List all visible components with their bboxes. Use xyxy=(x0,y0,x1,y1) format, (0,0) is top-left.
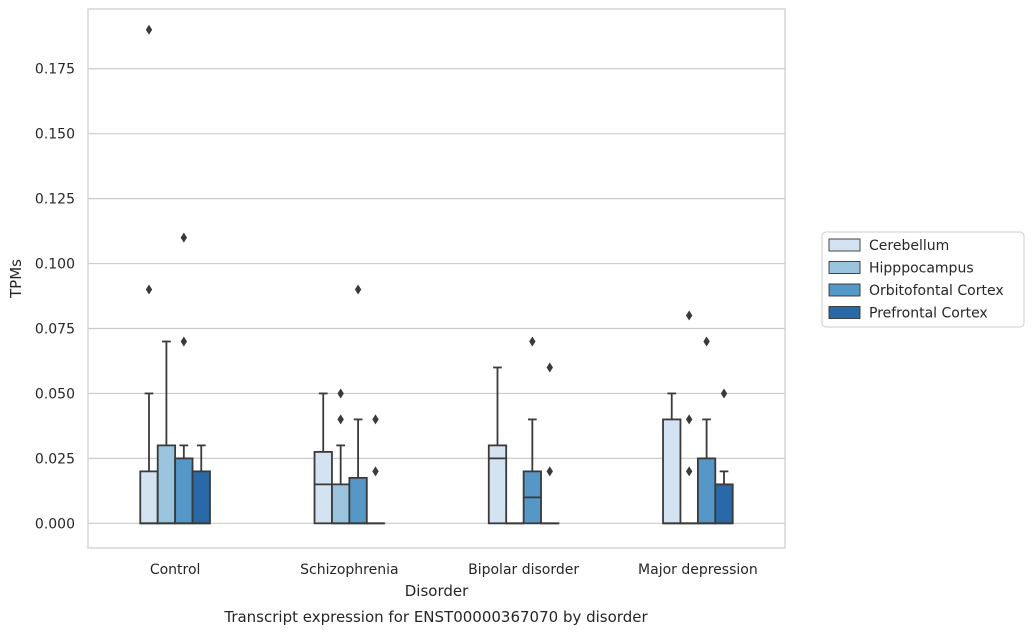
legend-label: Hipppocampus xyxy=(869,261,974,277)
outlier-marker xyxy=(354,284,362,295)
outlier-marker xyxy=(145,284,153,295)
legend-swatch xyxy=(828,261,861,274)
box xyxy=(331,483,351,525)
legend-swatch xyxy=(828,238,861,252)
legend-label: Cerebellum xyxy=(869,238,949,254)
box xyxy=(714,483,734,525)
outlier-marker xyxy=(685,466,693,477)
y-tick-label: 0.075 xyxy=(35,322,75,338)
plot-frame xyxy=(87,8,786,549)
outlier-marker xyxy=(372,414,379,425)
x-tick-label: Bipolar disorder xyxy=(468,562,579,578)
box xyxy=(174,457,194,525)
outlier-marker xyxy=(180,336,188,347)
legend-label: Prefrontal Cortex xyxy=(869,306,988,322)
outlier-marker xyxy=(145,24,153,35)
outlier-marker xyxy=(529,336,536,347)
outlier-marker xyxy=(703,336,710,347)
x-tick-label: Control xyxy=(150,562,201,578)
box xyxy=(348,476,368,525)
outlier-marker xyxy=(372,466,379,477)
outlier-marker xyxy=(546,466,553,477)
box xyxy=(139,470,159,525)
outlier-marker xyxy=(337,414,344,425)
box xyxy=(191,470,211,525)
boxes xyxy=(139,24,734,525)
y-axis-ticks: 0.000 0.025 0.050 0.075 0.100 0.125 0.150 0.175 xyxy=(35,62,75,533)
y-tick-label: 0.150 xyxy=(35,127,75,143)
outlier-marker xyxy=(720,388,728,399)
outlier-marker xyxy=(685,310,693,321)
box xyxy=(156,444,177,525)
box xyxy=(487,444,508,525)
outlier-marker xyxy=(337,388,344,399)
y-tick-label: 0.050 xyxy=(35,386,75,402)
box xyxy=(696,457,717,525)
y-tick-label: 0.000 xyxy=(35,516,75,532)
x-tick-label: Major depression xyxy=(638,562,758,578)
y-tick-label: 0.025 xyxy=(35,451,75,467)
gridlines xyxy=(88,68,785,524)
legend-frame xyxy=(821,231,1025,328)
y-axis-label: TPMs xyxy=(7,259,25,299)
legend-label: Orbitofontal Cortex xyxy=(869,283,1004,299)
y-tick-label: 0.175 xyxy=(35,62,75,78)
x-axis-label: Disorder xyxy=(405,582,469,600)
outlier-marker xyxy=(546,362,553,373)
legend-swatch xyxy=(828,306,861,319)
x-axis-ticks: Control Schizophrenia Bipolar disorder Majo… xyxy=(150,562,758,578)
box xyxy=(313,450,333,525)
outlier-marker xyxy=(180,232,188,243)
x-tick-label: Schizophrenia xyxy=(300,562,398,578)
outlier-marker xyxy=(685,414,693,425)
y-tick-label: 0.100 xyxy=(35,257,75,273)
legend-swatch xyxy=(828,283,861,297)
y-tick-label: 0.125 xyxy=(35,192,75,208)
chart-caption: Transcript expression for ENST0000036707… xyxy=(223,608,648,626)
legend: Cerebellum Hipppocampus Orbitofontal Corte… xyxy=(821,231,1025,328)
box xyxy=(662,418,682,525)
